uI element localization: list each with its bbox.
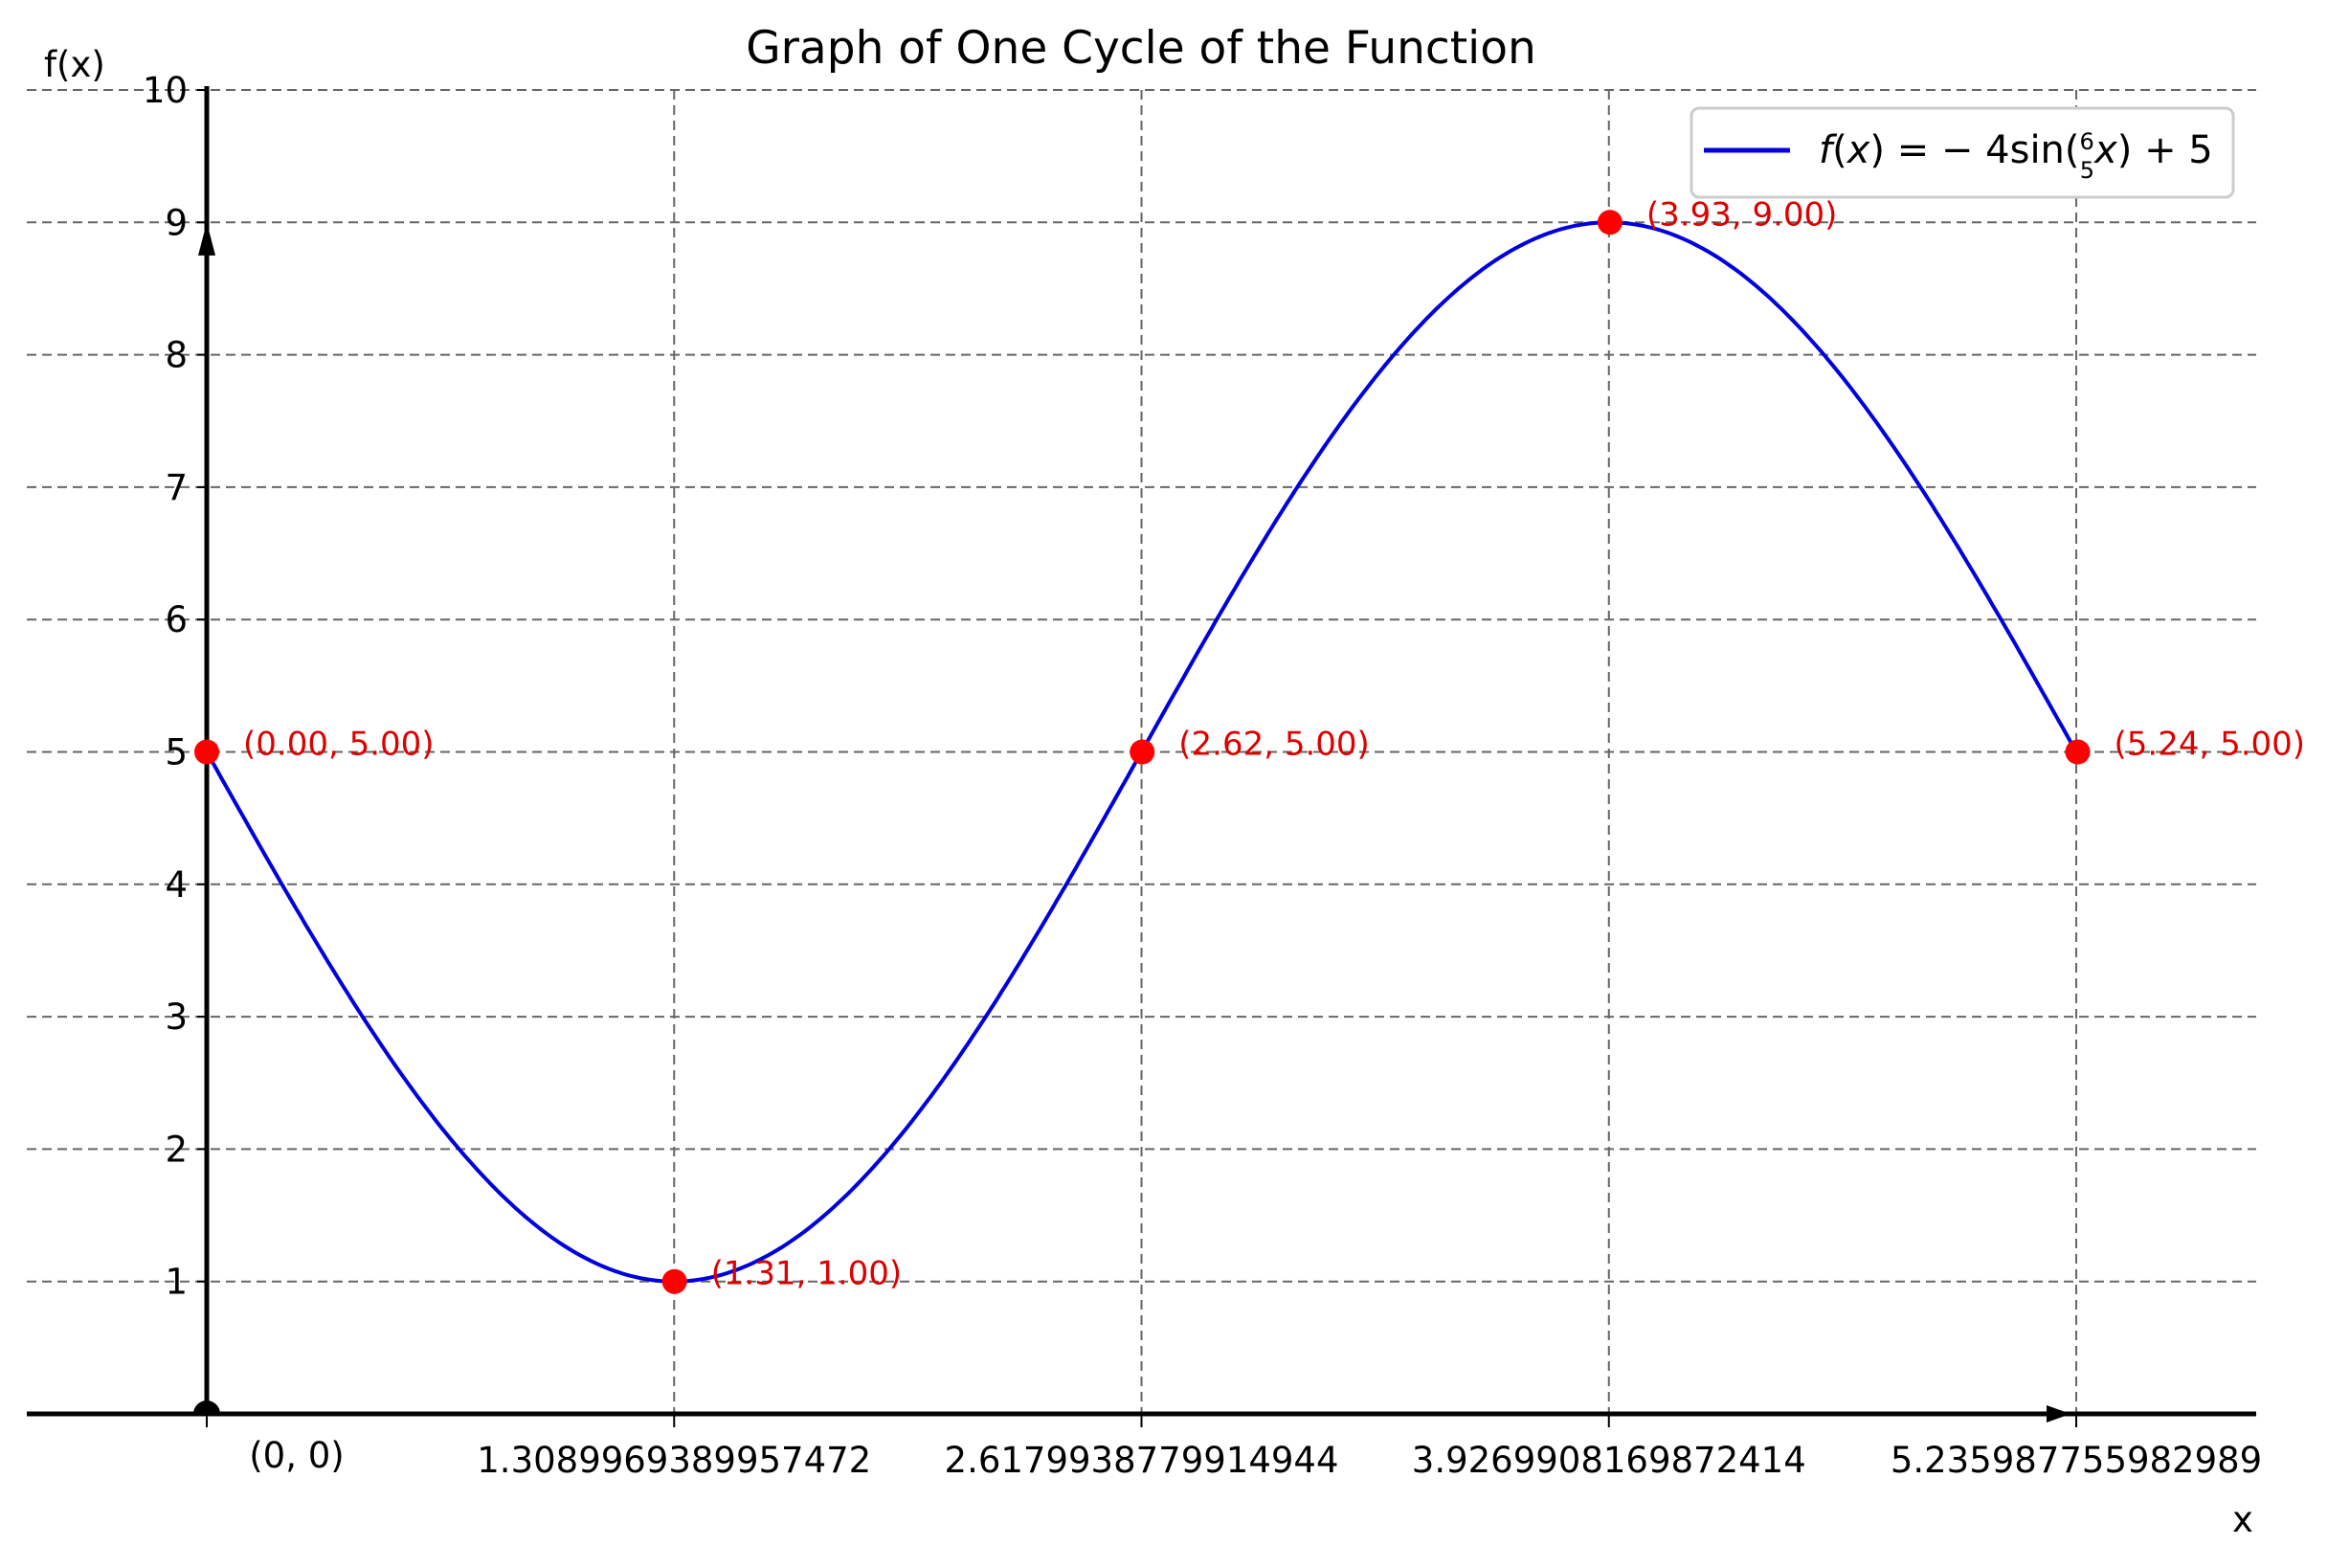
legend-label: f(x) = − 4sin(6 5x) + 5 <box>1819 128 2213 184</box>
key-point-label: (5.24, 5.00) <box>2115 726 2306 764</box>
y-tick-label: 3 <box>165 997 188 1038</box>
y-tick-label: 7 <box>165 467 188 508</box>
key-point <box>661 1268 687 1294</box>
x-tick-label: 1.3089969389957472 <box>477 1440 871 1481</box>
key-point-label: (3.93, 9.00) <box>1646 195 1838 234</box>
origin-marker <box>193 1400 220 1414</box>
x-axis-label: x <box>2232 1499 2253 1540</box>
key-point-label: (2.62, 5.00) <box>1178 726 1370 764</box>
y-tick-label: 4 <box>165 864 188 906</box>
x-tick-label: 5.235987755982989 <box>1891 1440 2262 1481</box>
legend: f(x) = − 4sin(6 5x) + 5 <box>1690 106 2235 199</box>
key-point-label: (1.31, 1.00) <box>711 1255 903 1293</box>
y-tick-label: 1 <box>165 1262 188 1303</box>
y-tick-label: 6 <box>165 599 188 640</box>
chart-title: Graph of One Cycle of the Function <box>746 22 1536 75</box>
key-point <box>194 739 219 765</box>
x-axis-arrow <box>2047 1405 2070 1422</box>
y-axis-arrow <box>198 222 215 256</box>
x-tick-label: 2.6179938779914944 <box>945 1440 1339 1481</box>
y-tick-label: 2 <box>165 1129 188 1170</box>
y-tick-label: 9 <box>165 202 188 243</box>
ticks: 1 2 3 4 5 6 7 8 9 10 1.3089969389957472 2.617993877… <box>143 70 2262 1481</box>
key-point <box>2065 739 2091 765</box>
x-tick-label: 3.9269908169872414 <box>1412 1440 1806 1481</box>
key-point <box>1130 739 1155 765</box>
y-tick-label: 10 <box>143 70 188 111</box>
y-tick-label: 5 <box>165 732 188 773</box>
y-tick-label: 8 <box>165 335 188 376</box>
origin-label: (0, 0) <box>249 1435 344 1476</box>
key-point-label: (0.00, 5.00) <box>243 726 435 764</box>
key-point <box>1597 210 1623 235</box>
y-axis-label: f(x) <box>44 44 105 85</box>
key-points: (0.00, 5.00) (1.31, 1.00) (2.62, 5.00) (3.9… <box>194 195 2306 1294</box>
